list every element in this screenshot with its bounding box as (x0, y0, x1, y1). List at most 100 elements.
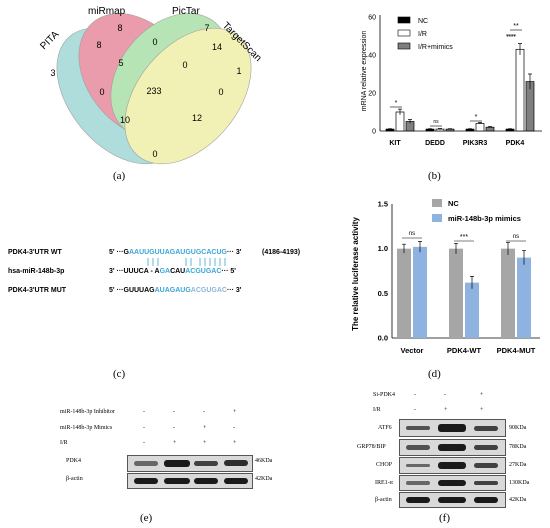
blot-strip-actin (127, 473, 253, 489)
chart-d-significance: ns (409, 231, 415, 237)
condition-mark: + (203, 425, 207, 431)
chart-d-xtick: PDK4-WT (447, 346, 482, 355)
chart-d-error-bar (418, 241, 422, 253)
kda-label: 78KDa (509, 444, 527, 450)
protein-label: β-actin (66, 476, 83, 482)
condition-mark: + (444, 407, 448, 413)
chart-b-legend-ir: I/R (418, 31, 427, 38)
seq-wt-name: PDK4-3'UTR WT (8, 249, 62, 256)
seq-mir-suffix: ··· 5' (221, 268, 236, 275)
blot-strip-atf6 (399, 419, 506, 437)
condition-mark: - (203, 409, 205, 415)
seq-wt-black: G (123, 249, 129, 256)
condition-mark: + (203, 440, 207, 446)
venn-label-pictar: PicTar (172, 6, 200, 17)
seq-wt-prefix: 5' ··· (109, 249, 124, 256)
condition-mark: - (233, 425, 235, 431)
chart-b-error-bar (448, 128, 452, 130)
seq-wt-suffix: ··· 3' (226, 249, 242, 256)
seq-mir-mid1: - A (148, 268, 160, 275)
chart-d-ytick: 0.5 (378, 289, 388, 298)
blot-strip-grp78 (399, 439, 506, 456)
chart-d-legend-nc: NC (448, 199, 459, 208)
condition-label: I/R (373, 407, 381, 413)
kda-label: 27KDa (509, 462, 527, 468)
chart-d-error-bar (454, 242, 458, 255)
chart-b-ytick: 20 (368, 91, 376, 98)
seq-mut-prefix: 5' ··· (109, 287, 124, 294)
chart-b-xtick: PIK3R3 (463, 140, 488, 147)
seq-mut-b: AUAGAUG (154, 287, 191, 294)
chart-b-error-bar (528, 73, 532, 90)
chart-b-error-bar (488, 126, 492, 128)
seq-mut-a: GUUUAG (123, 287, 155, 294)
seq-mir-row: 3' ···UUUCA - AGACAUACGUGAC··· 5' (109, 268, 236, 275)
seq-wt-position: (4186-4193) (262, 249, 301, 256)
seq-pairing-lines (147, 258, 226, 266)
condition-mark: - (414, 392, 416, 398)
chart-b: mRNA relative expression 0 20 40 60 KIT … (361, 15, 542, 147)
chart-b-bar (475, 123, 485, 132)
protein-label: IRE1-α (375, 480, 393, 486)
condition-label: miR-148b-3p Mimics (60, 425, 113, 431)
legend-swatch-nc (432, 199, 442, 207)
venn-count: 0 (182, 60, 187, 70)
chart-d-significance: *** (460, 234, 468, 241)
venn-label-mirmap: miRmap (88, 6, 126, 17)
condition-mark: - (143, 440, 145, 446)
chart-d-bar (413, 246, 427, 338)
chart-b-legend-mimics: I/R+mimics (418, 44, 453, 51)
protein-label: GRP78/BIP (357, 444, 386, 450)
condition-mark: + (480, 392, 484, 398)
seq-mir-seed: ACGUGAC (185, 268, 222, 275)
chart-d-xtick: Vector (401, 346, 424, 355)
condition-mark: - (143, 409, 145, 415)
caption-b: (b) (428, 170, 441, 182)
chart-b-ylabel: mRNA relative expression (361, 31, 368, 112)
seq-mut-name: PDK4-3'UTR MUT (8, 287, 67, 294)
venn-count: 0 (99, 87, 104, 97)
chart-d-bar (501, 248, 515, 338)
chart-b-error-bar (408, 119, 412, 124)
seq-wt-seed: AAUUGUUAGAUGUGCACUG (128, 249, 227, 256)
chart-b-xtick: KIT (389, 140, 401, 147)
seq-mir-black: UUUCA (123, 268, 149, 275)
legend-swatch-nc (397, 16, 411, 24)
protein-label: β-actin (375, 497, 392, 503)
chart-b-significance: **** (506, 35, 516, 41)
chart-b-significance: * (395, 100, 398, 107)
condition-mark: - (414, 407, 416, 413)
blot-strip-pdk4 (127, 455, 253, 472)
kda-label: 42KDa (509, 497, 527, 503)
caption-d: (d) (428, 368, 441, 380)
blot-strip-actin-f (399, 492, 506, 508)
chart-d-ytick: 1.5 (378, 200, 388, 209)
chart-d-error-bar (470, 276, 474, 289)
chart-d-ytick: 1.0 (378, 244, 388, 253)
legend-swatch-mimics (397, 42, 411, 50)
seq-mir-name: hsa-miR-148b-3p (8, 268, 65, 275)
condition-mark: + (480, 407, 484, 413)
condition-mark: - (143, 425, 145, 431)
chart-d-bar (517, 257, 531, 338)
legend-swatch-ir (397, 29, 411, 37)
condition-mark: + (233, 409, 237, 415)
condition-label: Si-PDK4 (373, 392, 396, 398)
chart-d-error-bar (506, 242, 510, 255)
venn-count: 0 (152, 149, 157, 159)
chart-d-significance: ns (513, 234, 519, 240)
protein-label: ATF6 (378, 425, 392, 431)
venn-count: 7 (204, 23, 209, 33)
kda-label: 42KDa (255, 476, 273, 482)
protein-label: CHOP (376, 462, 393, 468)
seq-wt-row: 5' ···GAAUUGUUAGAUGUGCACUG··· 3' (109, 249, 241, 256)
venn-count: 12 (192, 113, 202, 123)
venn-count: 1 (236, 66, 241, 76)
seq-mir-mid2: CAU (170, 268, 186, 275)
kda-label: 130KDa (509, 480, 530, 486)
caption-a: (a) (113, 170, 126, 182)
chart-d-xtick: PDK4-MUT (497, 346, 536, 355)
chart-b-xtick: PDK4 (506, 140, 525, 147)
chart-b-ytick: 0 (372, 129, 376, 136)
chart-d-ytick: 0.0 (378, 334, 388, 343)
